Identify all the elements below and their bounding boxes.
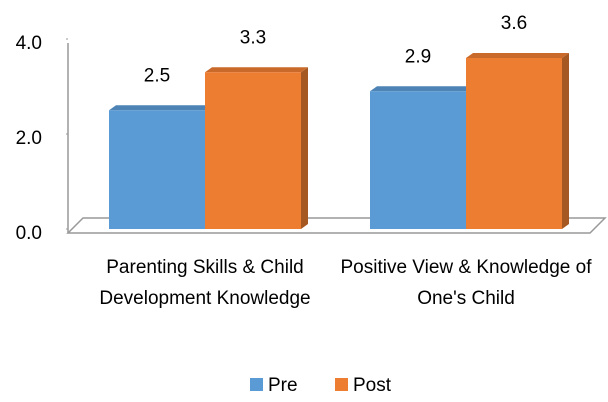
- x-tick-label: Positive View & Knowledge of One's Child: [340, 257, 592, 309]
- data-label: 3.6: [501, 13, 527, 34]
- bar-top: [466, 53, 569, 58]
- legend-label: Post: [353, 375, 392, 396]
- bar-side: [301, 67, 308, 229]
- data-label: 2.5: [144, 65, 170, 86]
- y-tick-label: 2.0: [16, 128, 42, 149]
- legend-swatch: [335, 378, 348, 391]
- bar-top: [205, 67, 308, 73]
- x-tick-label: Parenting Skills & Child Development Kno…: [99, 257, 311, 309]
- bar-side: [562, 53, 569, 229]
- bar: [466, 58, 562, 229]
- y-tick-label: 0.0: [16, 223, 42, 244]
- data-label: 2.9: [405, 46, 431, 67]
- bar: [370, 91, 466, 229]
- legend-label: Pre: [268, 375, 298, 396]
- bar: [205, 72, 301, 229]
- bar-top: [109, 105, 212, 111]
- bar-top: [370, 86, 473, 92]
- data-label: 3.3: [240, 27, 266, 48]
- legend-swatch: [250, 378, 263, 391]
- bar: [109, 110, 205, 229]
- y-tick-label: 4.0: [16, 33, 42, 54]
